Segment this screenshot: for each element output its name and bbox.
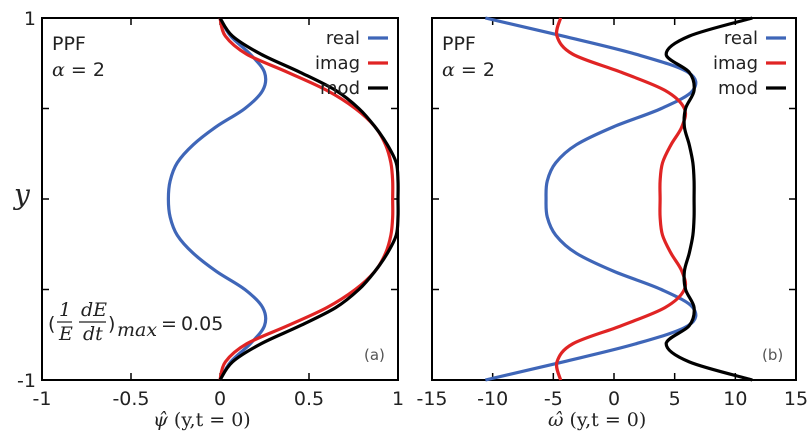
panel-a-ytick-label: -1 <box>17 370 36 392</box>
panel-b-lines <box>485 16 753 382</box>
panel-a-series-mod <box>218 17 400 381</box>
panel-a-growth-note: ( 1 E dE dt ) max = 0.05 <box>48 299 223 345</box>
panel-a-x-var: ψ̂ <box>153 409 169 431</box>
panel-a-annotation-param: α = 2 <box>52 59 105 81</box>
panel-b-alpha: α <box>442 59 455 81</box>
panel-b-tag: (b) <box>762 346 783 364</box>
panel-a-xtick-label: -1 <box>33 388 52 410</box>
panel-a-xtick-label: 0.5 <box>294 388 324 410</box>
panel-a-alpha: α <box>52 59 65 81</box>
panel-b-legend-label-real: real <box>724 28 758 49</box>
panel-b-xtick-label: 5 <box>669 388 681 410</box>
growth-paren-close: ) <box>108 313 115 335</box>
panel-a-x-axis-title: ψ̂ (y,t = 0) <box>153 409 251 431</box>
panel-b-legend-label-imag: imag <box>713 53 758 74</box>
growth-equals: = <box>161 313 177 335</box>
panel-b-yticks <box>432 17 796 381</box>
panel-b-xtick-label: -5 <box>544 388 563 410</box>
panel-a-xtick-label: 0 <box>214 388 226 410</box>
panel-b-xtick-label: -15 <box>416 388 447 410</box>
panel-b-x-var: ω̂ <box>548 409 564 431</box>
panel-b: -15 -10 -5 0 5 10 15 PPF α = 2 (b) ω̂ (y,t = 0)… <box>416 16 808 431</box>
panel-a: -1 1 -1 -0.5 0 0.5 1 PPF α = 2 ( 1 E dE dt ) … <box>17 8 404 431</box>
panel-a-annotation-model: PPF <box>52 33 86 55</box>
panel-b-xtick-label: 15 <box>784 388 808 410</box>
panel-a-legend-label-real: real <box>326 28 360 49</box>
panel-a-yticks: -1 1 <box>17 8 398 392</box>
panel-a-x-rest: (y,t = 0) <box>174 409 251 431</box>
panel-b-alpha-value: = 2 <box>455 59 495 81</box>
panel-b-legend-label-mod: mod <box>718 78 758 99</box>
growth-dfrac-bottom: dt <box>83 323 103 345</box>
panel-b-x-rest: (y,t = 0) <box>570 409 647 431</box>
panel-b-x-axis-title: ω̂ (y,t = 0) <box>548 409 646 431</box>
growth-paren-open: ( <box>48 313 55 335</box>
growth-frac-top: 1 <box>59 299 71 321</box>
panel-b-series-real <box>485 16 698 382</box>
panel-b-xticks: -15 -10 -5 0 5 10 15 <box>416 18 808 410</box>
panel-b-legend: real imag mod <box>713 28 786 99</box>
growth-frac-bottom: E <box>58 323 73 345</box>
growth-subscript: max <box>117 319 157 341</box>
panel-a-tag: (a) <box>364 346 385 364</box>
y-axis-title: y <box>12 178 31 211</box>
panel-a-series-imag <box>218 17 395 381</box>
panel-a-legend: real imag mod <box>315 28 388 99</box>
panel-a-xtick-label: -0.5 <box>112 388 149 410</box>
panel-b-series-imag <box>554 17 688 381</box>
panel-a-legend-label-mod: mod <box>320 78 360 99</box>
panel-b-xtick-label: 10 <box>723 388 747 410</box>
panel-b-annotation-param: α = 2 <box>442 59 495 81</box>
panel-a-xtick-label: 1 <box>392 388 404 410</box>
panel-b-annotation-model: PPF <box>442 33 476 55</box>
growth-dfrac-top: dE <box>81 299 107 321</box>
panel-a-ytick-label: 1 <box>24 8 36 30</box>
panel-b-xtick-label: 0 <box>608 388 620 410</box>
growth-value: 0.05 <box>181 313 223 335</box>
panel-b-xtick-label: -10 <box>477 388 508 410</box>
panel-b-series-mod <box>664 16 753 382</box>
panel-a-legend-label-imag: imag <box>315 53 360 74</box>
panel-a-series-real <box>166 17 268 381</box>
panel-a-lines <box>166 17 400 381</box>
panel-a-alpha-value: = 2 <box>65 59 105 81</box>
